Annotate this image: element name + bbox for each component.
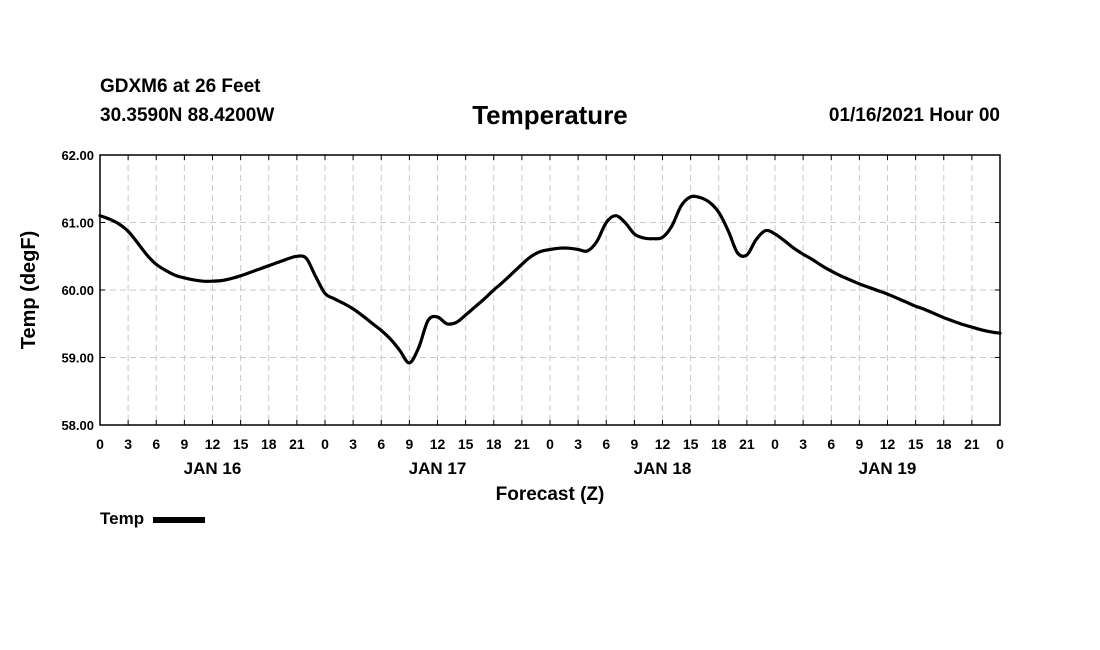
x-tick-label: 18 [486,436,502,452]
x-tick-label: 15 [683,436,699,452]
y-axis-label: Temp (degF) [18,231,40,350]
x-tick-label: 21 [964,436,980,452]
x-tick-label: 21 [739,436,755,452]
x-tick-label: 6 [377,436,385,452]
x-tick-label: 12 [880,436,896,452]
x-tick-label: 21 [289,436,305,452]
x-tick-label: 3 [799,436,807,452]
legend-swatch-temp [153,517,206,523]
x-tick-label: 0 [546,436,554,452]
x-tick-label: 6 [827,436,835,452]
x-tick-label: 0 [96,436,104,452]
forecast-datetime: 01/16/2021 Hour 00 [828,105,1000,126]
x-tick-label: 15 [458,436,474,452]
x-tick-label: 3 [124,436,132,452]
x-tick-label: 12 [205,436,221,452]
legend-label: Temp [100,509,145,528]
y-tick-label: 60.00 [61,283,94,298]
x-tick-label: 18 [711,436,727,452]
y-tick-label: 62.00 [61,148,94,163]
y-tick-label: 59.00 [61,351,94,366]
chart-title: Temperature [472,100,628,130]
x-tick-label: 15 [233,436,249,452]
legend: Temp [100,509,206,529]
day-label: JAN 17 [409,459,467,478]
series-line-temp [98,194,1002,365]
x-tick-label: 3 [349,436,357,452]
x-tick-label: 9 [855,436,863,452]
day-label: JAN 18 [634,459,692,478]
x-tick-label: 18 [261,436,277,452]
x-tick-label: 0 [321,436,329,452]
x-tick-label: 3 [574,436,582,452]
y-tick-label: 58.00 [61,418,94,433]
x-tick-label: 12 [655,436,671,452]
x-tick-label: 9 [180,436,188,452]
station-label: GDXM6 at 26 Feet [100,76,261,97]
plot-frame [99,154,1001,426]
x-tick-label: 9 [630,436,638,452]
x-tick-label: 6 [602,436,610,452]
y-tick-label: 61.00 [61,216,94,231]
x-tick-label: 0 [771,436,779,452]
x-tick-label: 0 [996,436,1004,452]
x-tick-label: 21 [514,436,530,452]
x-tick-label: 15 [908,436,924,452]
day-label: JAN 19 [859,459,917,478]
x-tick-label: 9 [405,436,413,452]
x-tick-label: 6 [152,436,160,452]
x-tick-label: 12 [430,436,446,452]
x-axis-label: Forecast (Z) [496,484,605,505]
day-label: JAN 16 [184,459,242,478]
x-tick-label: 18 [936,436,952,452]
coordinates-label: 30.3590N 88.4200W [100,105,275,126]
